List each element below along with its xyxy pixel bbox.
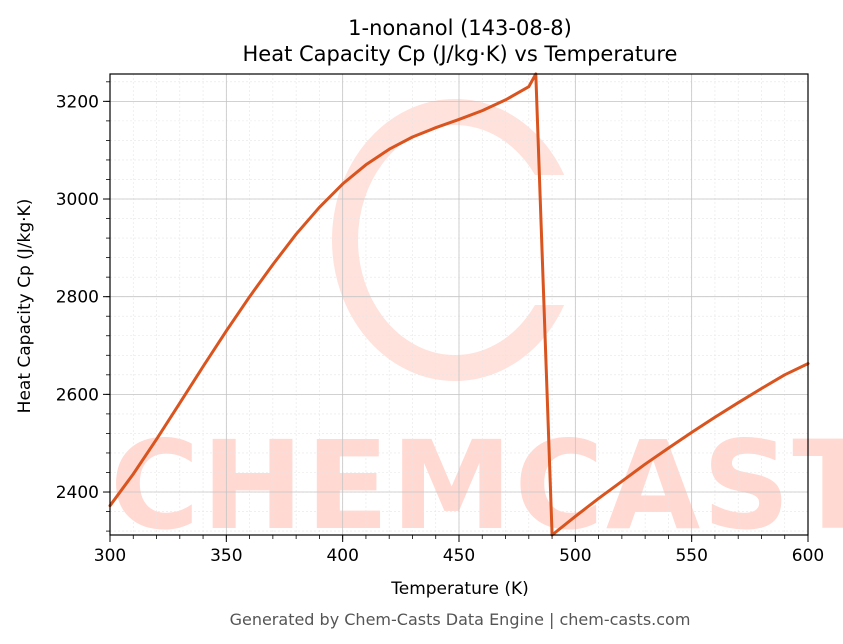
y-tick-label: 2400: [56, 483, 99, 503]
data-point: [248, 295, 251, 298]
data-point: [667, 446, 670, 450]
x-axis: 300 350 400 450 500 550 600: [94, 535, 824, 566]
data-point: [690, 431, 693, 434]
data-point: [713, 416, 717, 419]
x-tick-label: 550: [675, 546, 707, 566]
data-point: [201, 365, 205, 368]
data-point: [318, 206, 321, 209]
watermark-text: CHEMCASTS: [110, 415, 843, 557]
y-axis-label: Heat Capacity Cp (J/kg·K): [15, 199, 35, 414]
y-tick-label: 3000: [56, 190, 99, 210]
watermark-logo-gap: [505, 175, 585, 305]
data-point: [783, 373, 786, 377]
data-point: [481, 109, 484, 112]
data-point: [411, 135, 414, 139]
y-tick-label: 2800: [56, 288, 99, 308]
x-tick-label: 350: [210, 546, 242, 566]
y-tick-label: 2600: [56, 385, 99, 405]
chart-title: 1-nonanol (143-08-8): [348, 16, 572, 40]
chart-subtitle: Heat Capacity Cp (J/kg·K) vs Temperature: [243, 42, 678, 66]
data-point: [737, 401, 740, 404]
data-point: [457, 118, 461, 121]
data-point: [178, 401, 181, 405]
footer-credit: Generated by Chem-Casts Data Engine | ch…: [230, 610, 691, 629]
x-tick-label: 400: [326, 546, 358, 566]
data-point: [388, 148, 391, 151]
data-point: [597, 497, 600, 500]
x-axis-label: Temperature (K): [390, 579, 529, 599]
x-tick-label: 500: [559, 546, 591, 566]
data-point: [504, 98, 507, 102]
data-point: [527, 85, 530, 88]
data-point: [271, 263, 275, 266]
data-point: [225, 329, 228, 333]
data-point: [620, 480, 624, 483]
x-tick-label: 600: [792, 546, 824, 566]
watermark: CHEMCASTS: [110, 99, 843, 557]
data-point: [294, 232, 298, 236]
data-point: [132, 472, 135, 476]
data-point: [364, 163, 368, 167]
data-point: [643, 462, 647, 466]
series-line-0: [108, 72, 810, 537]
data-point: [434, 126, 437, 129]
data-point: [760, 387, 763, 390]
data-point: [574, 515, 577, 518]
x-tick-label: 300: [94, 546, 126, 566]
data-point: [341, 182, 344, 186]
y-axis: 2400 2600 2800 3000 3200: [56, 81, 110, 532]
y-tick-label: 3200: [56, 92, 99, 112]
data-point: [155, 438, 158, 441]
x-tick-label: 450: [443, 546, 475, 566]
